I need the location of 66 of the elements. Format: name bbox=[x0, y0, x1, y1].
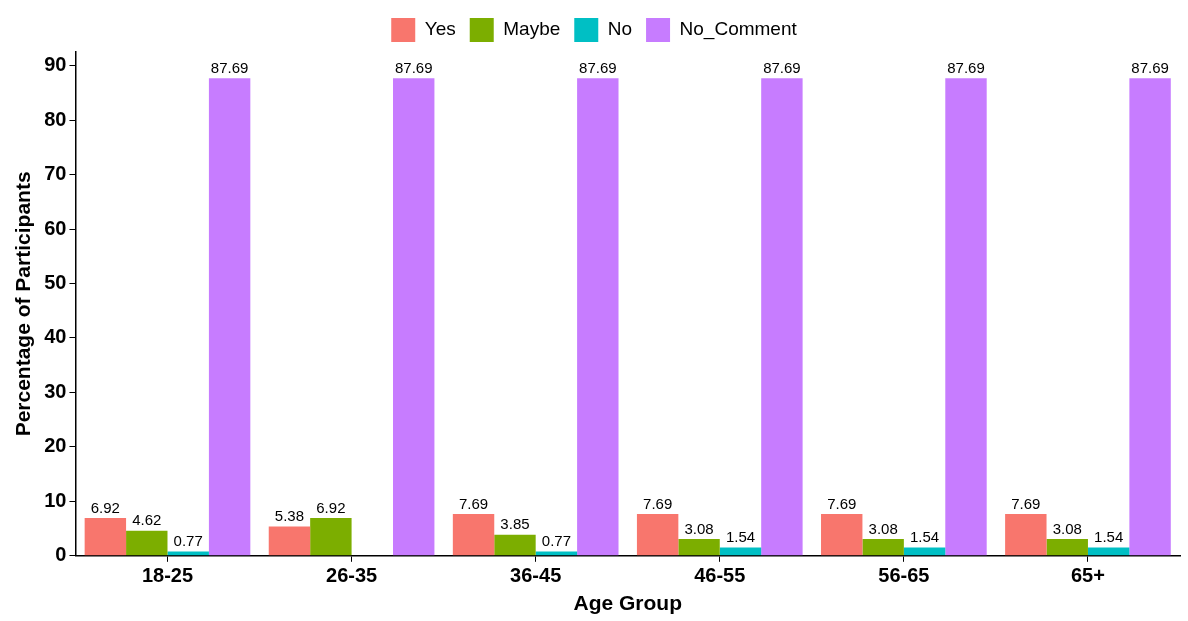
x-tick-label: 56-65 bbox=[878, 564, 930, 587]
y-tick-label: 70 bbox=[44, 162, 67, 185]
data-label: 3.08 bbox=[684, 519, 714, 537]
bar bbox=[577, 78, 619, 556]
data-label: 0.77 bbox=[541, 532, 571, 550]
bar bbox=[1046, 539, 1088, 556]
bar bbox=[821, 513, 863, 556]
bar bbox=[126, 530, 168, 556]
data-label: 5.38 bbox=[274, 507, 305, 525]
data-label: 6.92 bbox=[90, 498, 120, 516]
legend-label: No bbox=[607, 18, 633, 40]
y-tick-label: 90 bbox=[44, 53, 67, 76]
data-label: 7.69 bbox=[458, 494, 489, 512]
bar bbox=[761, 78, 803, 556]
data-label: 87.69 bbox=[1131, 58, 1169, 76]
y-tick-label: 80 bbox=[44, 107, 67, 130]
x-axis-title: Age Group bbox=[573, 591, 682, 615]
x-tick-label: 65+ bbox=[1070, 564, 1105, 587]
data-label: 7.69 bbox=[643, 494, 673, 512]
x-tick-label: 18-25 bbox=[141, 564, 194, 587]
bar bbox=[208, 78, 251, 556]
data-label: 87.69 bbox=[947, 58, 985, 76]
bar bbox=[719, 547, 762, 556]
y-tick-label: 30 bbox=[44, 379, 67, 402]
data-label: 87.69 bbox=[210, 58, 249, 76]
legend-label: Yes bbox=[424, 18, 456, 40]
x-tick-label: 36-45 bbox=[510, 564, 562, 587]
data-label: 1.54 bbox=[909, 528, 940, 546]
bar bbox=[1129, 78, 1171, 556]
legend-label: No_Comment bbox=[679, 18, 798, 41]
y-axis-title: Percentage of Participants bbox=[11, 171, 35, 437]
data-label: 6.92 bbox=[316, 498, 346, 516]
legend-label: Maybe bbox=[503, 18, 561, 40]
data-label: 87.69 bbox=[763, 58, 801, 76]
bar bbox=[1087, 547, 1130, 556]
y-tick-label: 0 bbox=[55, 543, 67, 566]
bar bbox=[678, 539, 720, 556]
data-label: 87.69 bbox=[579, 58, 617, 76]
y-tick-label: 10 bbox=[44, 488, 67, 511]
data-label: 7.69 bbox=[827, 494, 857, 512]
data-label: 0.77 bbox=[173, 532, 203, 550]
x-tick-label: 26-35 bbox=[326, 564, 378, 587]
data-label: 1.54 bbox=[1094, 528, 1124, 546]
data-label: 4.62 bbox=[132, 511, 162, 529]
data-label: 87.69 bbox=[394, 58, 433, 76]
y-tick-label: 20 bbox=[44, 434, 67, 457]
bar bbox=[1005, 513, 1047, 556]
data-label: 1.54 bbox=[725, 528, 756, 546]
data-label: 3.08 bbox=[1052, 519, 1082, 537]
bar bbox=[636, 513, 679, 556]
bar bbox=[945, 78, 987, 556]
y-tick-label: 40 bbox=[44, 325, 67, 348]
bar bbox=[862, 539, 904, 556]
y-tick-label: 50 bbox=[44, 270, 67, 293]
data-label: 3.85 bbox=[500, 515, 530, 533]
bar bbox=[310, 518, 352, 556]
bar bbox=[393, 78, 435, 556]
bar bbox=[903, 547, 946, 556]
data-label: 3.08 bbox=[868, 519, 898, 537]
data-label: 7.69 bbox=[1011, 494, 1041, 512]
bar bbox=[268, 526, 311, 556]
bar bbox=[452, 513, 495, 556]
x-tick-label: 46-55 bbox=[694, 564, 746, 587]
bar bbox=[494, 534, 536, 556]
y-tick-label: 60 bbox=[44, 216, 67, 239]
bar bbox=[84, 518, 127, 556]
